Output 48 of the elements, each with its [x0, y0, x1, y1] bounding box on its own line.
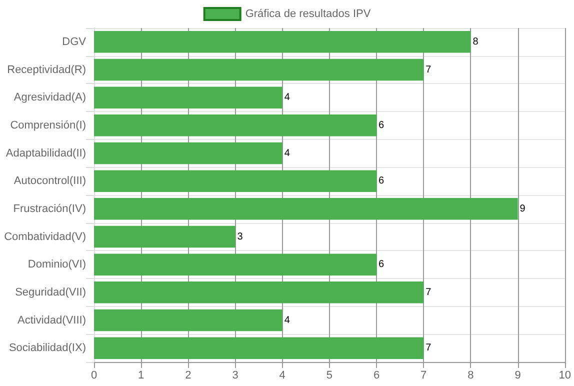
x-tick-label: 5	[326, 370, 333, 382]
y-tick-label: Combatividad(V)	[4, 230, 86, 243]
bar	[94, 226, 236, 248]
bar	[94, 170, 377, 192]
x-tick-label: 9	[514, 370, 521, 382]
y-tick-label: Frustración(IV)	[13, 202, 86, 215]
y-tick-label: Dominio(VI)	[28, 258, 86, 271]
x-tick-label: 3	[232, 370, 238, 382]
data-label: 6	[378, 120, 385, 131]
y-tick-label: Seguridad(VII)	[15, 286, 86, 298]
x-tick-label: 2	[185, 370, 192, 382]
data-label: 7	[426, 342, 432, 354]
bar	[94, 86, 282, 108]
bar	[94, 282, 424, 304]
bar	[94, 114, 377, 136]
y-tick-label: DGV	[62, 36, 87, 48]
y-tick-label: Comprensión(I)	[10, 119, 86, 132]
bar	[94, 337, 424, 359]
data-label: 3	[237, 231, 244, 242]
x-tick-label: 4	[279, 370, 286, 382]
data-label: 7	[426, 286, 432, 298]
y-tick-label: Receptividad(R)	[7, 64, 86, 76]
bar	[94, 309, 282, 332]
data-label: 4	[284, 314, 290, 326]
x-tick-label: 10	[558, 370, 572, 382]
x-tick-label: 0	[90, 370, 98, 382]
bar	[94, 198, 518, 220]
bar	[94, 142, 282, 164]
data-label: 4	[284, 148, 290, 159]
y-tick-label: Actividad(VIII)	[18, 314, 86, 326]
x-tick-label: 1	[138, 370, 144, 382]
data-label: 6	[378, 259, 385, 270]
bar	[94, 58, 424, 81]
bar	[94, 254, 377, 276]
data-label: 8	[472, 36, 479, 48]
y-tick-label: Autocontrol(III)	[14, 175, 86, 188]
data-label: 7	[426, 64, 432, 76]
x-tick-label: 7	[420, 370, 427, 382]
x-tick-label: 6	[373, 370, 380, 382]
bar	[94, 31, 471, 53]
x-tick-label: 8	[468, 370, 474, 382]
data-label: 9	[520, 203, 526, 214]
y-tick-label: Adaptabilidad(II)	[6, 147, 86, 160]
y-tick-label: Sociabilidad(IX)	[8, 342, 86, 354]
y-tick-label: Agresividad(A)	[14, 92, 86, 104]
data-label: 6	[378, 176, 385, 187]
legend-label: Gráfica de resultados IPV	[245, 8, 372, 20]
data-label: 4	[284, 92, 290, 104]
